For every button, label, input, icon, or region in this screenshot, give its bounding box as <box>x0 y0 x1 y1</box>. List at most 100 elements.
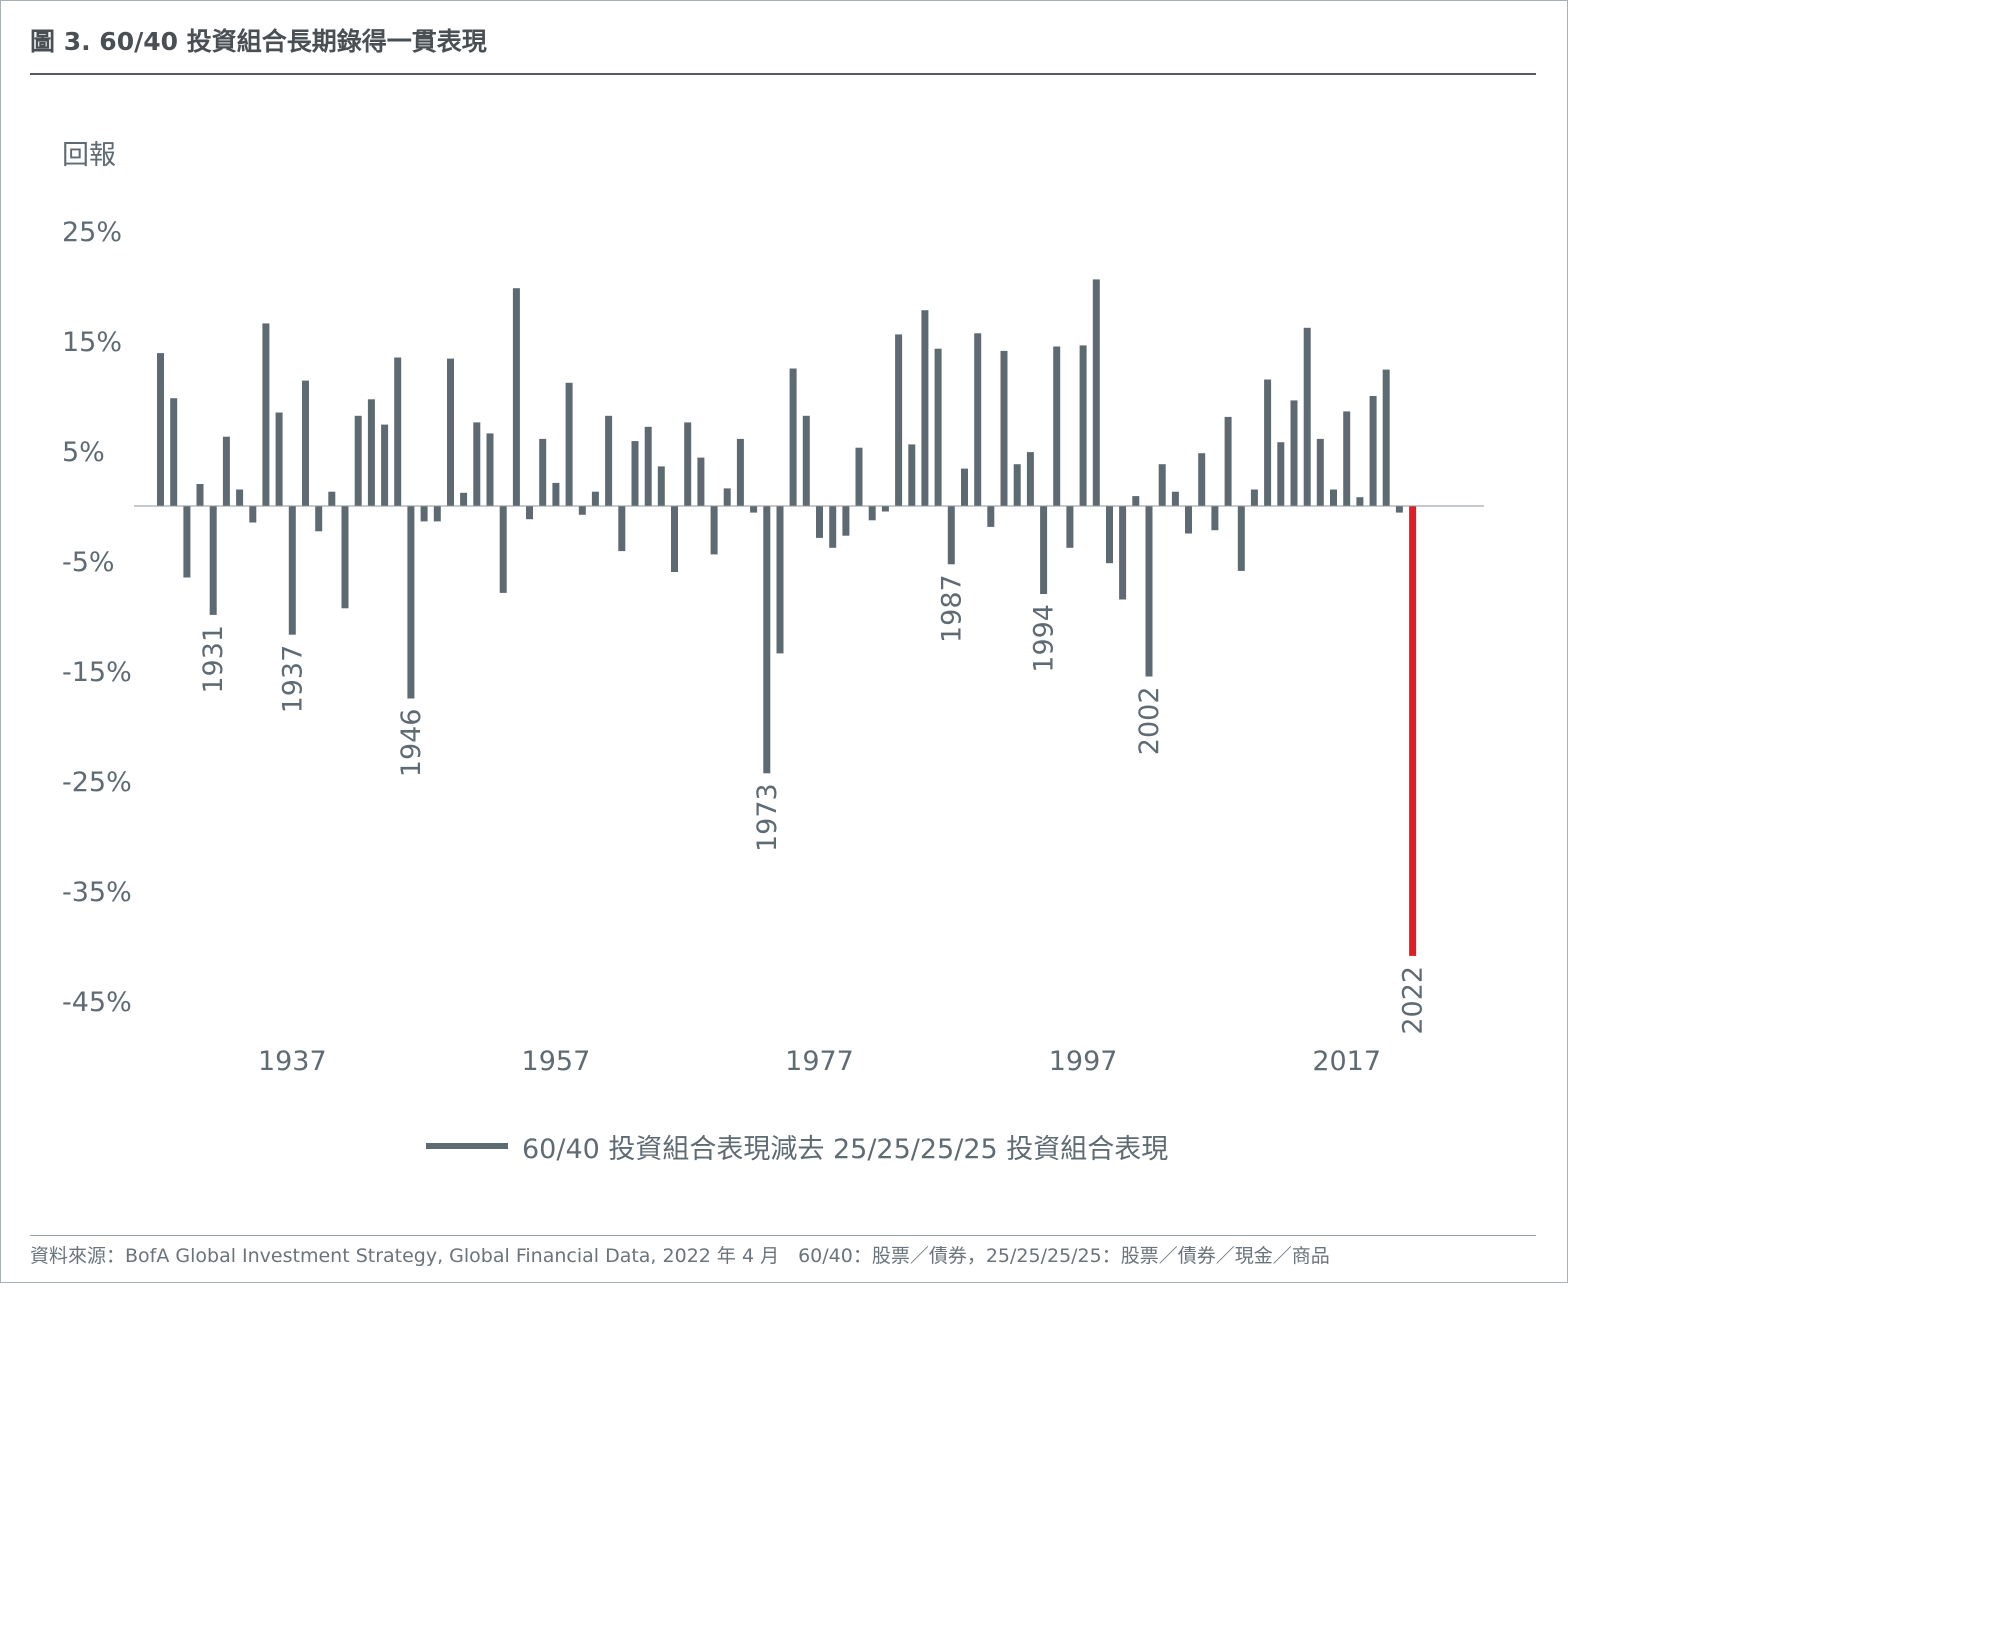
bar <box>236 489 244 506</box>
bar <box>275 412 283 506</box>
y-axis-label: 回報 <box>62 140 116 171</box>
bar-chart: 回報 25%15%5%-5%-15%-25%-35%-45% 1931 19371… <box>62 140 1484 1077</box>
bar <box>1053 346 1061 506</box>
bar <box>170 398 178 506</box>
year-annotation: 1946 <box>396 709 427 778</box>
bar <box>499 506 507 593</box>
bar <box>407 506 415 699</box>
bar <box>1092 279 1100 506</box>
y-tick-label: -35% <box>62 877 132 908</box>
bar <box>1106 506 1113 564</box>
bar <box>1000 350 1008 506</box>
bar <box>1395 506 1403 513</box>
bar <box>315 506 323 532</box>
bar <box>657 466 665 506</box>
bar <box>1079 345 1087 506</box>
bar <box>262 323 270 506</box>
bar <box>1145 506 1153 677</box>
bar <box>868 506 876 521</box>
bar <box>750 506 758 513</box>
bar <box>1290 400 1298 506</box>
y-tick-label: -15% <box>62 657 132 688</box>
bar <box>723 488 731 506</box>
bar <box>552 482 560 506</box>
y-tick-label: 25% <box>62 217 122 248</box>
bar <box>578 506 586 515</box>
bar <box>1237 506 1245 571</box>
x-tick-label: 1957 <box>522 1046 591 1077</box>
bar <box>710 506 718 555</box>
bar <box>157 353 164 506</box>
figure-title: 圖 3. 60/40 投資組合長期錄得一貫表現 <box>30 27 487 56</box>
bar <box>1119 506 1127 600</box>
bar <box>1316 438 1324 506</box>
year-annotation: 1987 <box>936 574 967 643</box>
bar <box>987 506 995 527</box>
bar <box>1224 416 1232 506</box>
bar <box>776 506 784 654</box>
bar <box>447 358 454 506</box>
source-note: 資料來源：BofA Global Investment Strategy, Gl… <box>30 1245 1330 1267</box>
y-tick-label: -45% <box>62 987 132 1018</box>
legend-label: 60/40 投資組合表現減去 25/25/25/25 投資組合表現 <box>522 1133 1169 1165</box>
bar <box>842 506 850 536</box>
bar <box>302 380 309 506</box>
bar <box>183 506 191 578</box>
bar <box>288 506 296 635</box>
year-annotation: 1937 <box>277 645 308 714</box>
bar <box>512 288 520 506</box>
bar <box>1250 489 1258 506</box>
bar <box>1330 489 1337 506</box>
bar <box>222 436 230 506</box>
y-tick-label: -25% <box>62 767 132 798</box>
bar <box>618 506 626 552</box>
y-tick-labels: 25% 15% 5% -5% -15% -25% -35% -45% <box>62 217 132 1018</box>
legend: 60/40 投資組合表現減去 25/25/25/25 投資組合表現 <box>426 1126 1168 1166</box>
bar <box>420 506 428 522</box>
bar <box>209 506 217 615</box>
bar <box>644 426 652 506</box>
bar <box>1198 453 1206 506</box>
bar <box>816 506 823 538</box>
bar <box>354 415 362 506</box>
bar <box>1026 452 1034 506</box>
x-tick-label: 1997 <box>1049 1046 1118 1077</box>
bar <box>934 348 942 506</box>
bar <box>539 438 547 506</box>
bar-highlight <box>1409 506 1417 956</box>
bar <box>736 438 744 506</box>
year-annotations: 1931 1937 1946 1973 1987 1994 2002 2022 <box>198 574 1428 1034</box>
source-divider <box>30 1235 1536 1236</box>
bar <box>1185 506 1192 534</box>
bar <box>789 368 797 506</box>
bar <box>1040 506 1048 594</box>
y-tick-label: 15% <box>62 327 122 358</box>
bar <box>671 506 678 572</box>
bar <box>394 357 402 506</box>
bar <box>1303 327 1311 506</box>
y-tick-label: -5% <box>62 547 115 578</box>
bar <box>1171 491 1179 506</box>
bar <box>631 441 639 506</box>
bar <box>1369 396 1377 506</box>
bar <box>829 506 837 548</box>
bar <box>381 424 389 506</box>
year-annotation: 1931 <box>198 625 229 694</box>
bar <box>1382 369 1390 506</box>
bar <box>591 491 599 506</box>
bar <box>605 415 613 506</box>
bar <box>526 506 533 520</box>
bar <box>895 334 903 506</box>
year-annotation: 2022 <box>1398 966 1429 1035</box>
bar <box>802 415 810 506</box>
year-annotation: 2002 <box>1134 687 1165 756</box>
figure-frame <box>0 0 1568 1283</box>
bar <box>565 382 573 506</box>
bar <box>1343 411 1351 506</box>
x-tick-label: 1977 <box>785 1046 854 1077</box>
bar <box>961 468 968 506</box>
bar <box>697 457 705 506</box>
bar <box>473 422 481 506</box>
bar <box>1066 506 1074 548</box>
bar <box>881 506 889 512</box>
